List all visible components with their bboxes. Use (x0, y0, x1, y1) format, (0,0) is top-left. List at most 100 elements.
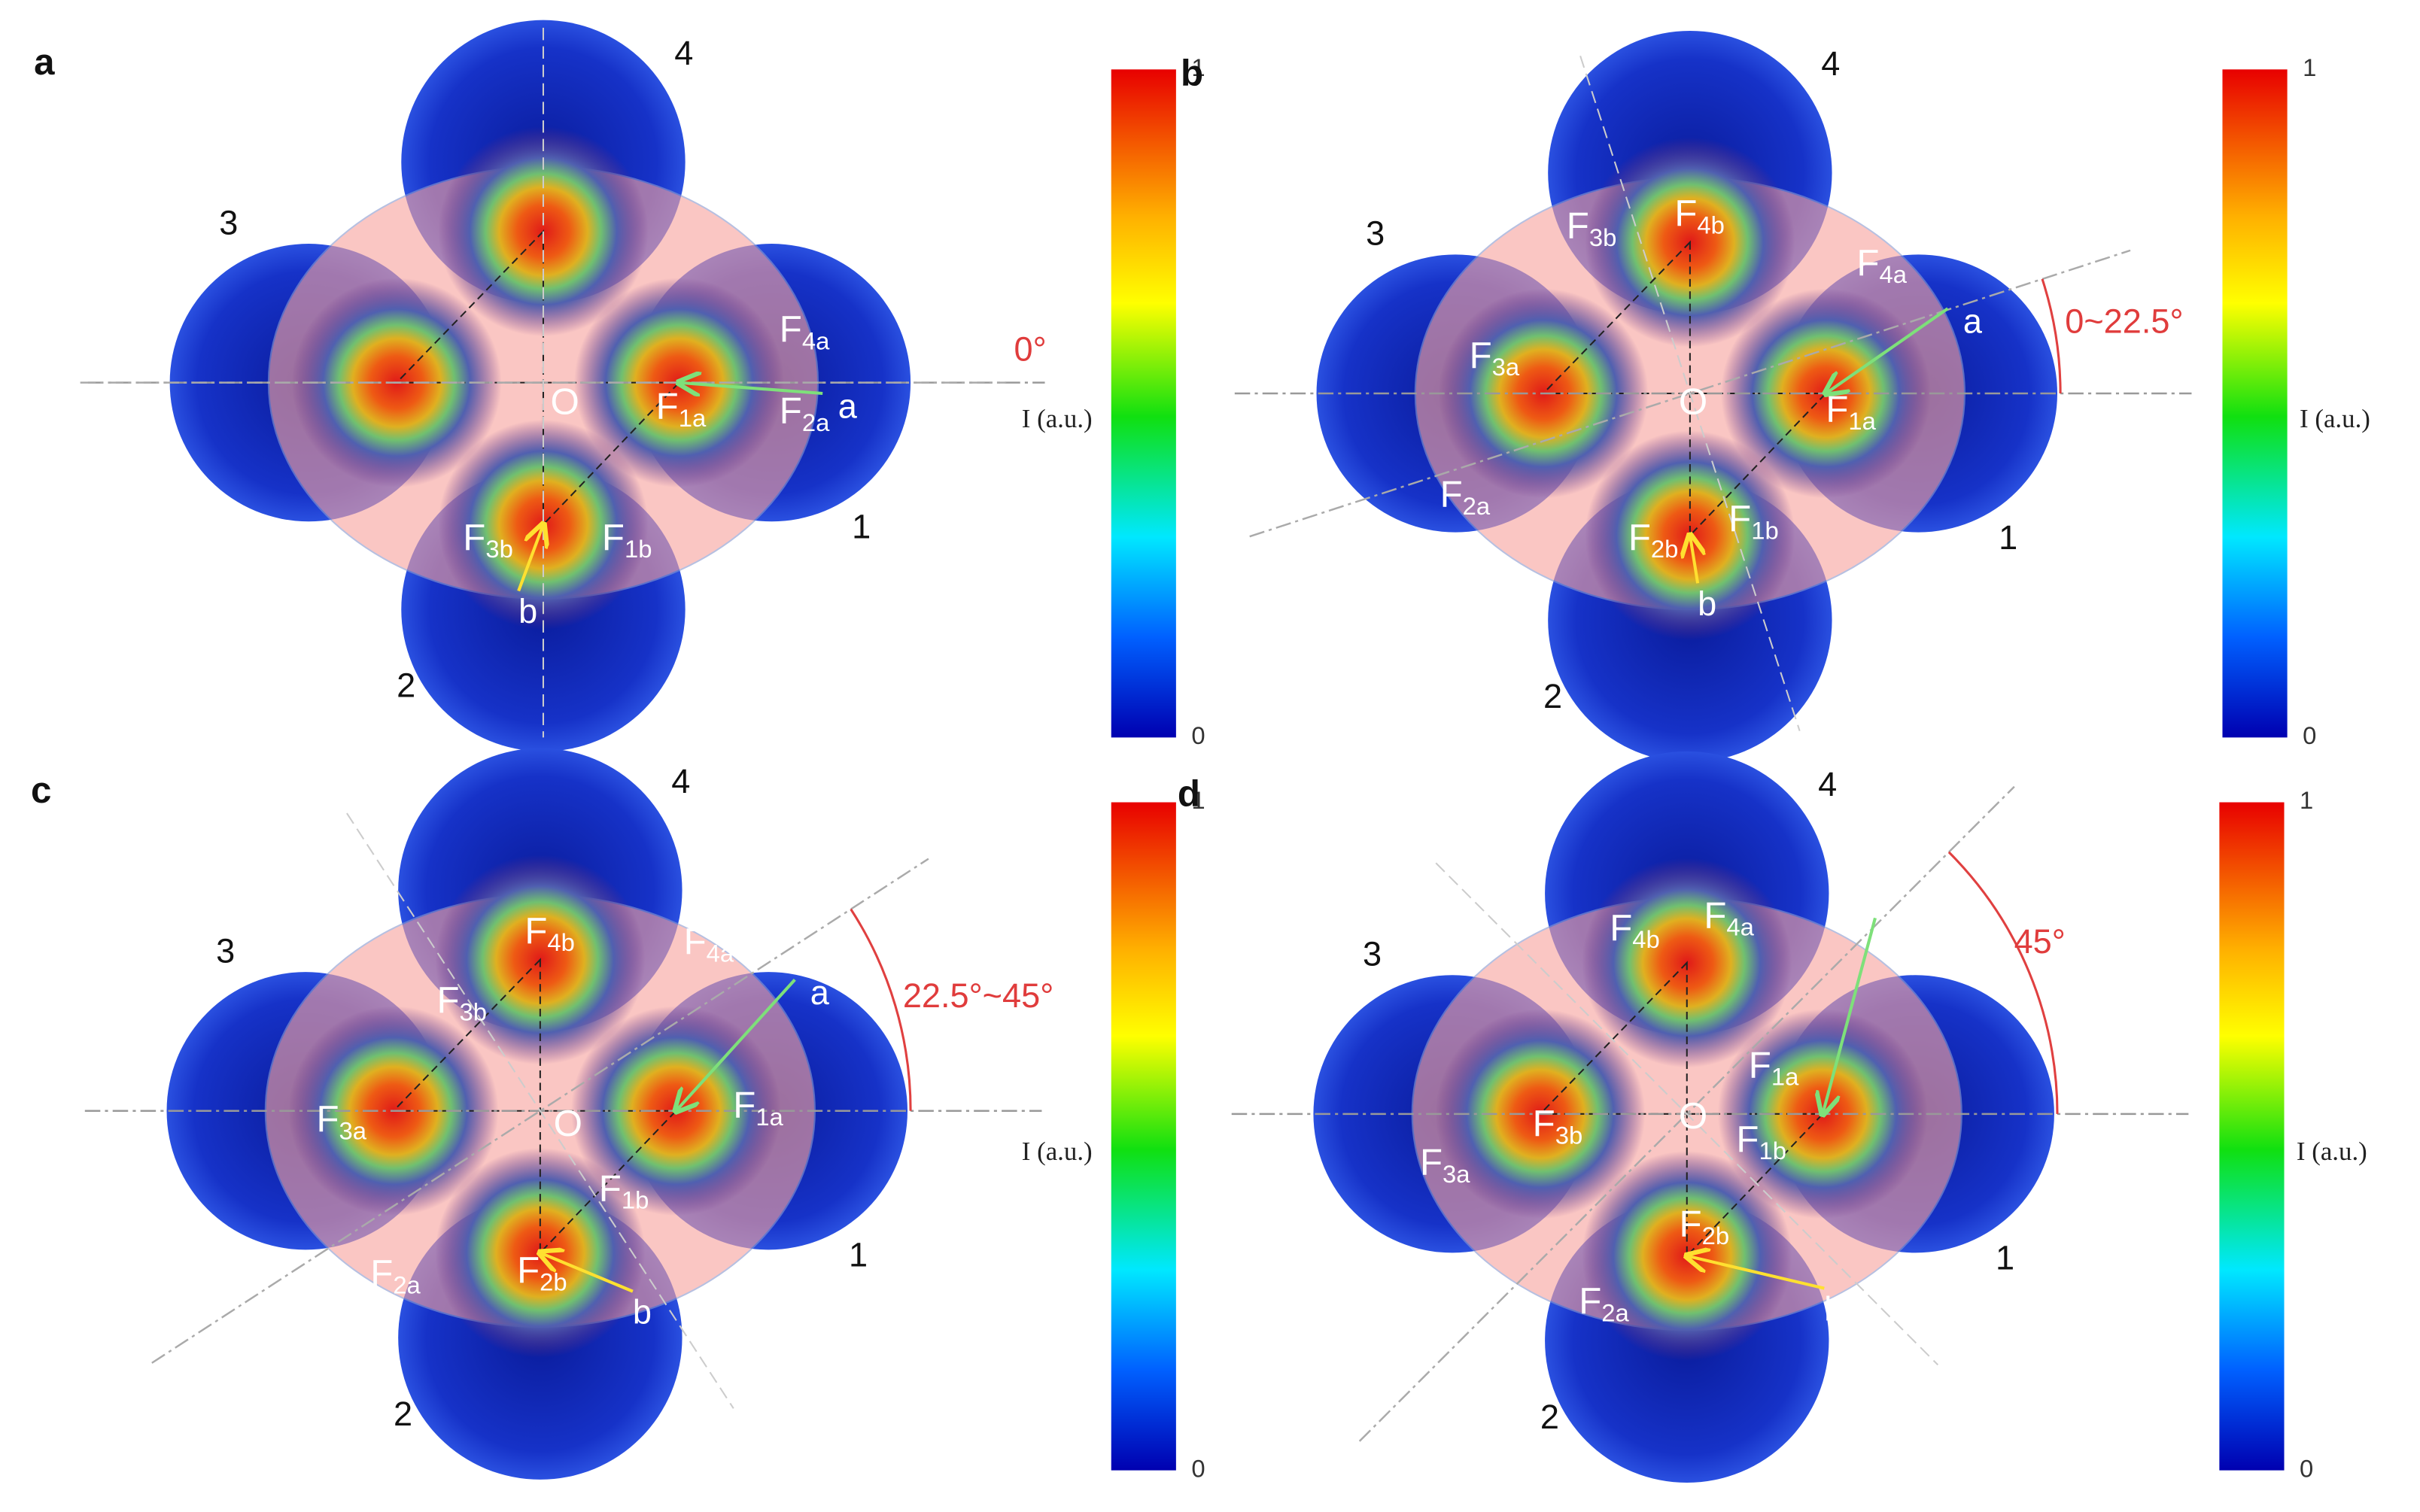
force-subscript: 3b (460, 997, 487, 1025)
point-label: b (1824, 1289, 1843, 1328)
force-subscript: 4a (1879, 260, 1907, 288)
point-label: a (810, 973, 830, 1012)
center-label: O (554, 1103, 582, 1144)
force-symbol: F (1856, 242, 1879, 284)
force-arrow (1690, 536, 1698, 584)
force-symbol: F (1420, 1142, 1443, 1183)
beam-number: 2 (1540, 1398, 1559, 1436)
panel-label: a (34, 41, 55, 83)
force-arrow (1687, 1256, 1825, 1290)
force-subscript: 1b (1759, 1137, 1786, 1164)
force-symbol: F (1579, 1280, 1601, 1322)
force-label: F4a (780, 308, 830, 354)
force-label: F2a (1440, 473, 1491, 519)
angle-label: 0~22.5° (2065, 302, 2183, 341)
force-subscript: 3a (339, 1116, 367, 1144)
point-label: a (1963, 302, 1983, 341)
force-symbol: F (684, 921, 707, 962)
force-symbol: F (780, 308, 802, 350)
force-label: F1b (1728, 498, 1779, 544)
force-label: F3b (1533, 1103, 1583, 1149)
force-label: F2a (1579, 1280, 1629, 1326)
beam-number: 2 (1543, 677, 1562, 715)
colorbar-min: 0 (1191, 721, 1205, 749)
force-subscript: 4a (707, 939, 734, 967)
beam-number: 1 (1999, 518, 2017, 557)
force-arrow (679, 383, 823, 393)
beam-number: 1 (1996, 1239, 2014, 1277)
rotated-axis (1579, 56, 1801, 731)
force-subscript: 1b (625, 535, 652, 563)
force-subscript: 1b (622, 1186, 649, 1213)
force-label: F3a (1420, 1142, 1470, 1188)
force-symbol: F (1749, 1044, 1771, 1085)
force-label: F4b (1610, 907, 1660, 953)
force-subscript: 2a (802, 408, 830, 436)
force-label: F4b (1674, 193, 1725, 238)
beam-number: 2 (394, 1395, 412, 1433)
force-subscript: 4b (547, 928, 574, 956)
force-symbol: F (1470, 335, 1492, 376)
force-label: F2a (370, 1252, 421, 1298)
beam-number: 1 (849, 1236, 868, 1274)
center-label: O (551, 381, 579, 422)
intensity-spot (1582, 1151, 1792, 1361)
force-subscript: 1a (1848, 407, 1876, 435)
colorbar (1111, 69, 1176, 738)
force-label: F4b (524, 910, 575, 956)
force-subscript: 1a (679, 404, 707, 432)
force-subscript: 3b (1589, 223, 1616, 251)
force-label: F4a (1856, 242, 1907, 288)
angle-label: 22.5°~45° (903, 976, 1053, 1015)
colorbar (2219, 802, 2285, 1471)
force-symbol: F (602, 517, 625, 558)
force-subscript: 3a (1492, 353, 1520, 381)
force-symbol: F (370, 1252, 393, 1294)
panel-label: d (1178, 773, 1200, 814)
force-frame (1541, 240, 1828, 538)
force-subscript: 1b (1751, 516, 1778, 544)
force-frame (1538, 961, 1825, 1258)
force-label: F1a (656, 386, 707, 432)
force-symbol: F (1567, 205, 1589, 247)
force-subscript: 1a (1771, 1062, 1799, 1090)
force-arrow (517, 524, 543, 592)
colorbar-label: I (a.u.) (1022, 404, 1093, 433)
panel: b0~22.5°1234OabF3bF4bF4aF3aF1aF2aF2bF1b1… (1181, 31, 2370, 763)
force-subscript: 2b (1702, 1222, 1729, 1249)
force-frame (391, 958, 678, 1255)
beam-number: 4 (674, 34, 693, 72)
angle-arc (2041, 278, 2062, 394)
point-label: b (633, 1292, 652, 1331)
angle-label: 0° (1014, 330, 1047, 369)
force-subscript: 2b (1651, 535, 1678, 563)
force-subscript: 3b (1555, 1121, 1582, 1149)
force-symbol: F (780, 390, 802, 432)
beam-number: 3 (1363, 935, 1382, 973)
force-subscript: 4a (802, 326, 830, 354)
rotated-axis (346, 812, 734, 1409)
angle-label: 45° (2014, 922, 2066, 961)
force-subscript: 2a (1601, 1298, 1629, 1326)
angle-arc (850, 908, 912, 1111)
colorbar-label: I (a.u.) (2297, 1137, 2367, 1166)
colorbar-min: 0 (1191, 1454, 1205, 1482)
force-subscript: 1a (755, 1103, 783, 1131)
force-symbol: F (733, 1085, 755, 1126)
colorbar-min: 0 (2303, 721, 2316, 749)
colorbar-max: 1 (1191, 786, 1205, 814)
force-label: F1b (602, 517, 652, 563)
force-symbol: F (436, 979, 459, 1021)
colorbar-label: I (a.u.) (2300, 404, 2370, 433)
force-label: F1b (599, 1167, 649, 1213)
force-label: F3a (316, 1098, 366, 1144)
beam-number: 3 (216, 931, 235, 970)
force-symbol: F (1728, 498, 1751, 539)
colorbar-min: 0 (2300, 1454, 2313, 1482)
force-arrow (1823, 917, 1877, 1113)
force-arrow (676, 979, 796, 1110)
